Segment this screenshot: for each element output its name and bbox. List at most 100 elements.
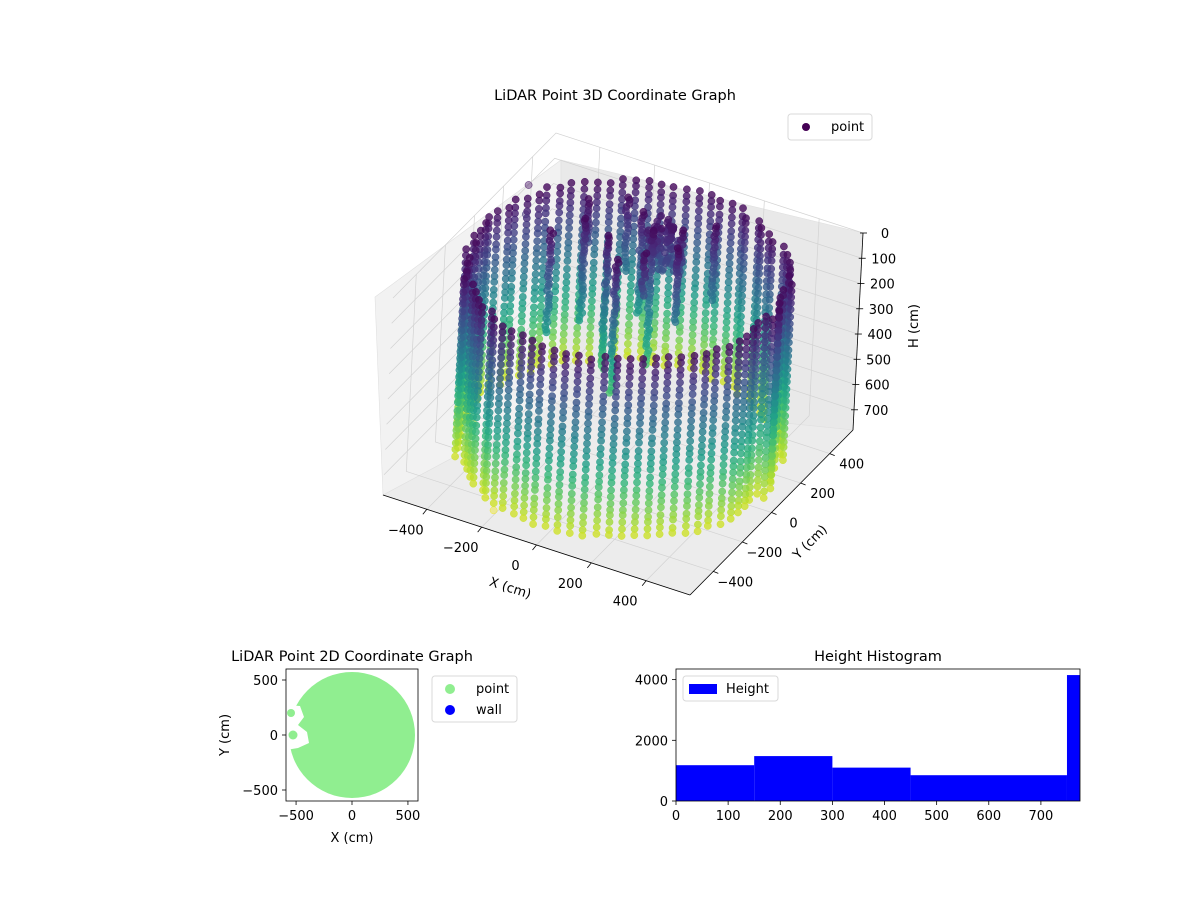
cloud-point <box>662 405 670 413</box>
cloud-point <box>627 281 635 290</box>
cloud-point <box>599 340 608 349</box>
cloud-point <box>698 428 707 436</box>
cloud-point <box>605 531 613 539</box>
legend-2d-label-wall: wall <box>476 703 502 718</box>
cloud-point <box>456 354 464 362</box>
cloud-point <box>740 391 748 400</box>
grid-line-z <box>392 132 864 299</box>
cloud-point <box>692 258 701 266</box>
cloud-point <box>691 272 700 281</box>
cloud-point <box>566 204 574 213</box>
histogram-bars <box>676 675 1080 801</box>
cloud-point <box>546 226 555 235</box>
cloud-point <box>646 465 655 474</box>
cloud-point <box>726 246 735 255</box>
cloud-point <box>768 452 776 461</box>
cloud-point <box>735 350 743 359</box>
cloud-point <box>689 377 698 385</box>
cloud-point <box>784 358 792 366</box>
cloud-point <box>517 364 526 373</box>
cloud-point <box>652 354 661 363</box>
cloud-point <box>779 456 787 465</box>
cloud-point <box>545 444 554 453</box>
cloud-point <box>470 231 479 240</box>
cloud-point <box>578 295 586 304</box>
cloud-point <box>545 456 553 465</box>
cloud-point <box>684 469 693 478</box>
cloud-point <box>739 397 748 406</box>
cloud-point <box>661 424 669 433</box>
cloud-point <box>454 378 463 387</box>
cloud-point <box>548 333 557 342</box>
cloud-point <box>606 192 614 200</box>
cloud-point <box>526 382 534 390</box>
cloud-point <box>608 330 617 339</box>
x-ticks-3d: −400 −200 0 200 400 <box>388 509 647 610</box>
cloud-point <box>673 258 682 266</box>
cloud-point <box>570 449 578 458</box>
cloud-point <box>745 418 753 427</box>
cloud-point <box>676 371 685 380</box>
cloud-point <box>574 371 582 379</box>
cloud-point <box>738 430 746 439</box>
cloud-point <box>757 396 766 405</box>
outlier-point <box>489 506 498 515</box>
cloud-point <box>642 249 651 258</box>
cloud-point <box>781 412 790 420</box>
cloud-point <box>624 339 632 348</box>
cloud-point <box>768 250 776 258</box>
cloud-point <box>736 457 745 466</box>
cloud-point <box>613 255 622 264</box>
cloud-point <box>767 348 775 356</box>
cloud-point <box>581 478 589 487</box>
cloud-point <box>689 383 697 392</box>
cloud-point <box>735 337 744 346</box>
cloud-point <box>528 336 537 345</box>
cloud-point <box>492 232 501 241</box>
cloud-point <box>711 243 719 252</box>
cloud-point <box>768 321 777 330</box>
cloud-point <box>607 486 615 495</box>
cloud-point <box>580 177 589 186</box>
cloud-point <box>762 440 771 449</box>
cloud-point <box>703 522 712 530</box>
cloud-point <box>532 256 541 265</box>
cloud-point <box>708 429 717 438</box>
cloud-point <box>522 461 530 470</box>
cloud-point <box>473 394 482 403</box>
cloud-point <box>644 318 652 327</box>
cloud-point <box>501 451 510 460</box>
cloud-point <box>505 379 513 388</box>
cloud-point <box>525 402 533 410</box>
cloud-point <box>756 245 765 254</box>
histogram-bar <box>676 765 755 801</box>
cloud-point <box>747 371 756 380</box>
cloud-point <box>687 423 695 432</box>
cloud-point <box>645 183 653 192</box>
cloud-point <box>612 381 621 389</box>
cloud-point <box>722 318 731 326</box>
cloud-point <box>717 512 725 521</box>
cloud-point <box>530 295 539 304</box>
cloud-point <box>702 354 711 363</box>
cloud-point <box>529 513 538 521</box>
cloud-point <box>672 290 680 299</box>
cloud-point <box>695 207 703 215</box>
legend-histogram-label: Height <box>726 682 769 697</box>
cloud-point <box>637 400 645 408</box>
cloud-point <box>643 524 652 533</box>
cloud-point <box>545 236 554 245</box>
cloud-point <box>707 288 715 297</box>
cloud-point <box>500 294 509 302</box>
cloud-point <box>581 214 590 223</box>
cloud-point <box>624 211 632 220</box>
cloud-point <box>475 367 483 376</box>
cloud-point <box>769 418 778 427</box>
cloud-point <box>727 508 735 517</box>
cloud-point <box>753 482 762 491</box>
cloud-point <box>498 328 507 336</box>
cloud-point <box>697 453 706 462</box>
cloud-point <box>548 383 557 392</box>
cloud-point <box>541 522 550 530</box>
cloud-point <box>644 346 653 355</box>
